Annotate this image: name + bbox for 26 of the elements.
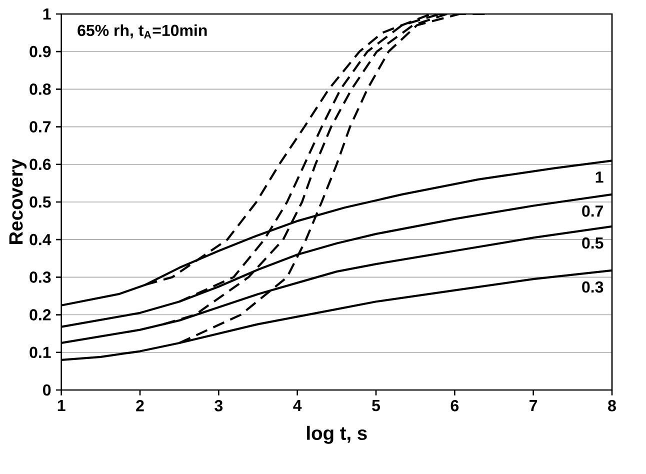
series-label: 0.5 <box>582 237 604 249</box>
y-tick-label: 0.6 <box>30 158 51 170</box>
y-tick-label: 0.4 <box>30 234 52 246</box>
y-axis-title: Recovery <box>9 158 27 244</box>
x-tick-label: 6 <box>450 400 459 412</box>
y-tick-label: 0.2 <box>30 309 51 320</box>
series-label: 0.3 <box>582 281 604 293</box>
x-tick-label: 3 <box>214 400 223 412</box>
series-label: 0.7 <box>582 205 604 217</box>
x-tick-label: 2 <box>136 400 144 412</box>
y-tick-label: 0.3 <box>30 272 51 283</box>
annotation: 65% rh, t$_{A}$=10min <box>78 24 207 38</box>
y-tick-label: 0.7 <box>30 121 51 132</box>
x-tick-label: 1 <box>58 400 66 412</box>
x-tick-label: 5 <box>372 400 380 412</box>
series-label: 1 <box>596 172 604 183</box>
x-axis-title: log t, s <box>307 426 367 444</box>
y-tick-label: 1 <box>43 8 51 20</box>
y-tick-label: 0.9 <box>30 46 51 58</box>
y-tick-label: 0.5 <box>30 196 51 208</box>
x-tick-label: 8 <box>608 400 616 412</box>
y-tick-label: 0.1 <box>30 346 51 358</box>
x-tick-label: 4 <box>293 400 302 412</box>
x-tick-label: 7 <box>530 400 538 412</box>
y-tick-label: 0.8 <box>30 84 51 95</box>
y-tick-label: 0 <box>43 384 51 396</box>
